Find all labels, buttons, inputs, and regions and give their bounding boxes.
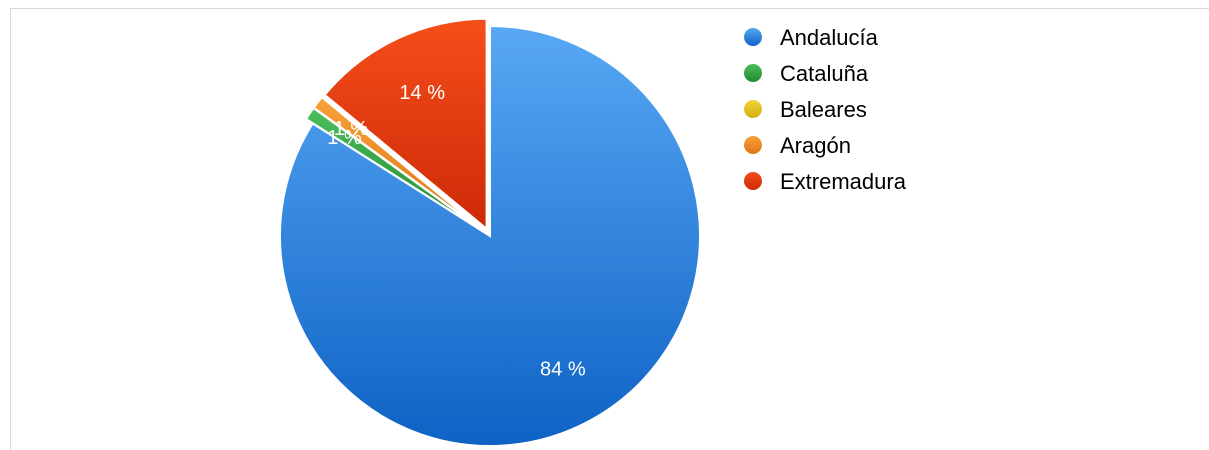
data-label-cataluna: 1 % (327, 127, 362, 149)
data-label-aragon: 1 % (334, 118, 369, 140)
legend-label: Baleares (780, 97, 867, 122)
legend-item-aragon[interactable]: Aragón (744, 133, 851, 158)
chart-frame (10, 8, 1209, 450)
pie-slice-extremadura[interactable] (323, 17, 488, 231)
legend-label: Extremadura (780, 169, 907, 194)
legend-item-baleares[interactable]: Baleares (744, 97, 867, 122)
legend-label: Cataluña (780, 61, 869, 86)
pie-slice-andalucia[interactable] (279, 24, 701, 447)
legend-item-andalucia[interactable]: Andalucía (744, 25, 879, 50)
legend-swatch (744, 28, 762, 46)
data-label-extremadura: 14 % (399, 82, 445, 104)
legend-swatch (744, 136, 762, 154)
legend-swatch (744, 64, 762, 82)
legend: Andalucía Cataluña Baleares Aragón Extremadu… (744, 25, 907, 194)
slice-labels: 84 % 1 %1 % 14 % (327, 82, 586, 381)
legend-swatch (744, 172, 762, 190)
legend-item-extremadura[interactable]: Extremadura (744, 169, 907, 194)
legend-label: Andalucía (780, 25, 879, 50)
data-label-andalucia: 84 % (540, 358, 586, 380)
legend-item-cataluna[interactable]: Cataluña (744, 61, 869, 86)
pie-slice-aragon[interactable] (312, 95, 485, 232)
legend-label: Aragón (780, 133, 851, 158)
legend-swatch (744, 100, 762, 118)
pie-slices (279, 17, 701, 447)
